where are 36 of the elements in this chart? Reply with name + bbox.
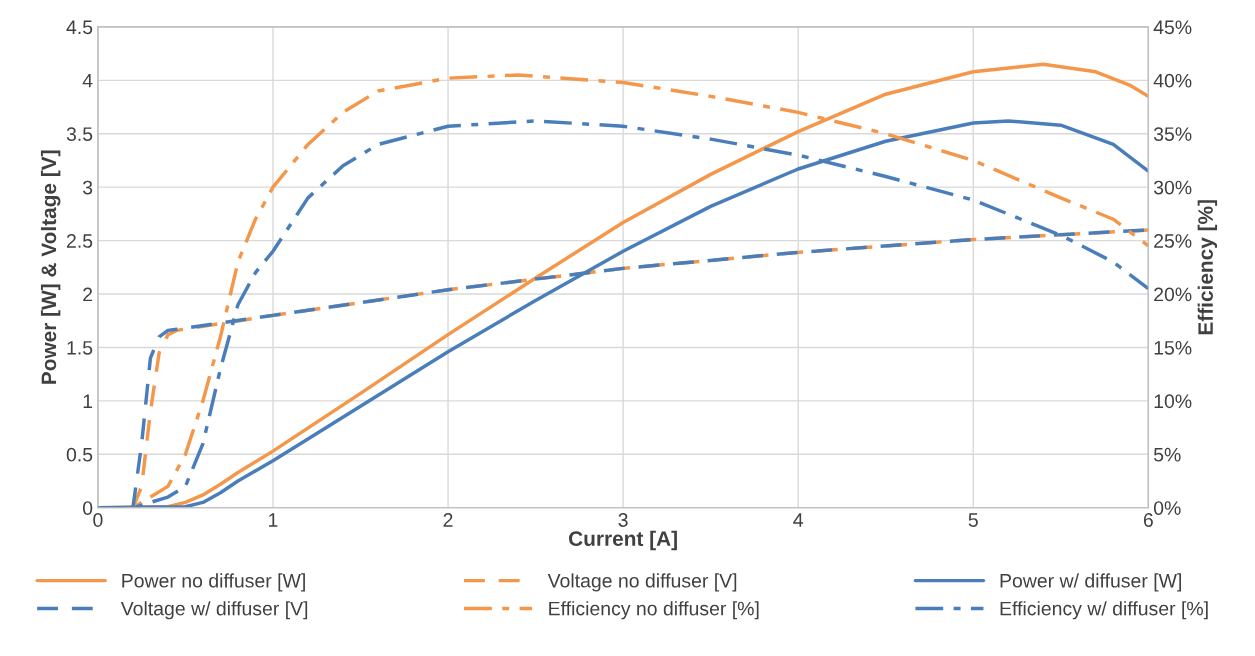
y2-tick-label: 10% [1154, 394, 1192, 409]
y-tick-label: 4 [82, 73, 93, 88]
y2-tick-label: 40% [1153, 73, 1192, 88]
x-tick-label: 5 [968, 513, 978, 527]
y2-tick-label: 5% [1153, 447, 1181, 462]
y-tick-label: 3 [82, 180, 93, 195]
y2-tick-label: 45% [1153, 20, 1192, 35]
legend-label: Voltage no diffuser [V] [547, 573, 737, 592]
y-tick-label: 4.5 [66, 20, 93, 35]
y-axis-title: Power [W] & Voltage [V] [40, 150, 61, 384]
legend-label: Efficiency no diffuser [%] [549, 601, 759, 620]
y-tick-label: 0.5 [66, 447, 93, 462]
y-tick-label: 1 [83, 394, 93, 408]
x-axis-title: Current [A] [568, 530, 677, 551]
y-tick-label: 1.5 [67, 341, 93, 355]
y2-axis-title: Efficiency [%] [1197, 200, 1218, 335]
x-tick-label: 4 [793, 513, 804, 527]
y-tick-label: 2.5 [66, 234, 93, 248]
y-tick-label: 3.5 [66, 127, 93, 141]
x-tick-label: 6 [1143, 513, 1153, 527]
y2-tick-label: 35% [1153, 127, 1192, 141]
x-tick-label: 3 [618, 513, 628, 527]
y2-tick-label: 25% [1154, 234, 1192, 248]
y-tick-label: 0 [82, 501, 93, 515]
y2-tick-label: 30% [1153, 180, 1192, 195]
legend-label: Efficiency w/ diffuser [%] [1000, 601, 1208, 620]
y2-tick-label: 15% [1154, 341, 1192, 355]
x-tick-label: 0 [93, 513, 103, 527]
legend-label: Power w/ diffuser [W] [1000, 573, 1181, 592]
legend-label: Voltage w/ diffuser [V] [120, 601, 308, 620]
y2-tick-label: 0% [1153, 501, 1181, 515]
y-tick-label: 2 [83, 287, 93, 302]
x-tick-label: 2 [443, 513, 453, 527]
y2-tick-label: 20% [1154, 287, 1192, 302]
x-tick-label: 1 [269, 513, 278, 527]
legend-label: Power no diffuser [W] [122, 573, 305, 592]
